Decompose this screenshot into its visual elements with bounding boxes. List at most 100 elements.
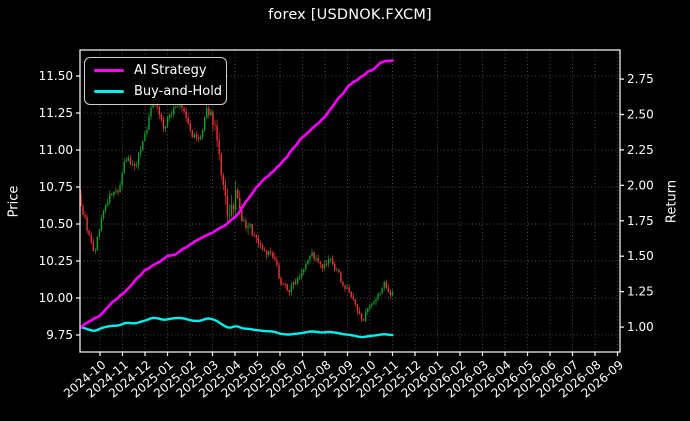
candle-body: [334, 264, 336, 271]
candle-body: [321, 264, 324, 269]
candle-body: [82, 206, 84, 215]
candle-body: [387, 287, 390, 292]
candle-body: [364, 312, 367, 321]
candle-body: [96, 236, 99, 251]
price-tick-label: 10.50: [39, 217, 73, 231]
line-series: [80, 59, 394, 339]
candle-body: [249, 224, 251, 226]
candle-body: [104, 205, 107, 211]
candle-body: [175, 106, 177, 108]
candle-body: [201, 129, 204, 137]
candle-body: [383, 281, 385, 288]
candle-body: [189, 123, 191, 131]
candle-body: [317, 258, 319, 262]
candle-body: [319, 261, 321, 265]
candle-body: [100, 218, 103, 230]
return-tick-label: 1.00: [627, 320, 654, 334]
candle-body: [168, 114, 171, 118]
candle-body: [220, 154, 222, 176]
candle-body: [389, 291, 392, 295]
gridlines: [80, 50, 620, 352]
return-tick-label: 2.50: [627, 107, 654, 121]
candle-body: [280, 278, 282, 285]
candle-body: [107, 202, 109, 206]
candle-body: [247, 225, 249, 228]
candle-body: [265, 250, 268, 255]
candle-body: [282, 284, 284, 286]
candle-body: [94, 250, 97, 252]
legend-label-buy-and-hold: Buy-and-Hold: [134, 84, 223, 99]
candle-body: [119, 185, 121, 193]
candle-body: [133, 163, 136, 167]
price-tick-label: 11.25: [39, 106, 73, 120]
return-tick-label: 1.25: [627, 285, 654, 299]
candle-body: [187, 117, 189, 124]
candle-body: [173, 107, 175, 115]
candle-body: [373, 301, 375, 304]
candle-body: [117, 190, 119, 193]
candle-body: [150, 107, 152, 117]
candle-body: [276, 259, 278, 266]
candle-body: [352, 296, 354, 300]
candle-body: [290, 284, 293, 293]
candle-body: [243, 220, 245, 222]
candle-body: [261, 245, 264, 250]
price-tick-label: 11.50: [39, 69, 73, 83]
candle-body: [288, 290, 291, 293]
plot-border: [79, 49, 621, 353]
candle-body: [142, 141, 144, 150]
price-tick-label: 10.25: [39, 254, 73, 268]
candle-body: [346, 287, 348, 289]
candle-body: [121, 172, 123, 186]
candle-body: [367, 308, 369, 313]
candle-body: [234, 189, 237, 210]
price-tick-label: 9.75: [46, 328, 73, 342]
candle-body: [164, 126, 167, 129]
candle-body: [152, 104, 154, 108]
candle-body: [360, 313, 363, 320]
candle-body: [356, 304, 359, 312]
candle-body: [286, 284, 288, 291]
candle-body: [278, 265, 280, 279]
legend-item-ai-strategy: AI Strategy: [94, 62, 218, 79]
candle-body: [338, 270, 340, 273]
buy-and-hold-line: [80, 316, 394, 339]
candle-body: [315, 258, 317, 260]
candle-body: [185, 111, 187, 118]
candle-body: [230, 204, 233, 216]
candle-body: [208, 108, 210, 116]
candle-body: [300, 272, 303, 277]
candle-body: [329, 258, 332, 260]
candle-body: [251, 224, 253, 236]
candle-body: [224, 184, 227, 196]
candle-body: [358, 311, 361, 314]
return-tick-label: 1.75: [627, 214, 654, 228]
price-tick-label: 10.00: [39, 291, 73, 305]
candle-body: [183, 108, 185, 112]
price-tick-label: 11.00: [39, 143, 73, 157]
candle-body: [381, 287, 383, 293]
candle-body: [90, 234, 92, 243]
ai-strategy-line-swatch: [94, 68, 124, 73]
candle-body: [375, 299, 377, 302]
candle-body: [307, 259, 309, 265]
candle-body: [146, 129, 148, 134]
candle-body: [148, 116, 150, 130]
candle-body: [296, 278, 299, 284]
legend-label-ai-strategy: AI Strategy: [134, 63, 207, 78]
candle-body: [98, 229, 101, 237]
candle-body: [204, 117, 206, 130]
candle-body: [325, 263, 328, 265]
candle-body: [237, 189, 239, 198]
candle-body: [298, 276, 301, 279]
candle-body: [267, 251, 270, 255]
candle-body: [323, 263, 326, 269]
candle-body: [354, 299, 357, 305]
candle-body: [263, 249, 266, 251]
candle-body: [331, 258, 334, 265]
ai-strategy-line: [80, 59, 394, 329]
candle-body: [253, 235, 255, 237]
candle-body: [284, 284, 286, 286]
candle-body: [129, 157, 132, 165]
